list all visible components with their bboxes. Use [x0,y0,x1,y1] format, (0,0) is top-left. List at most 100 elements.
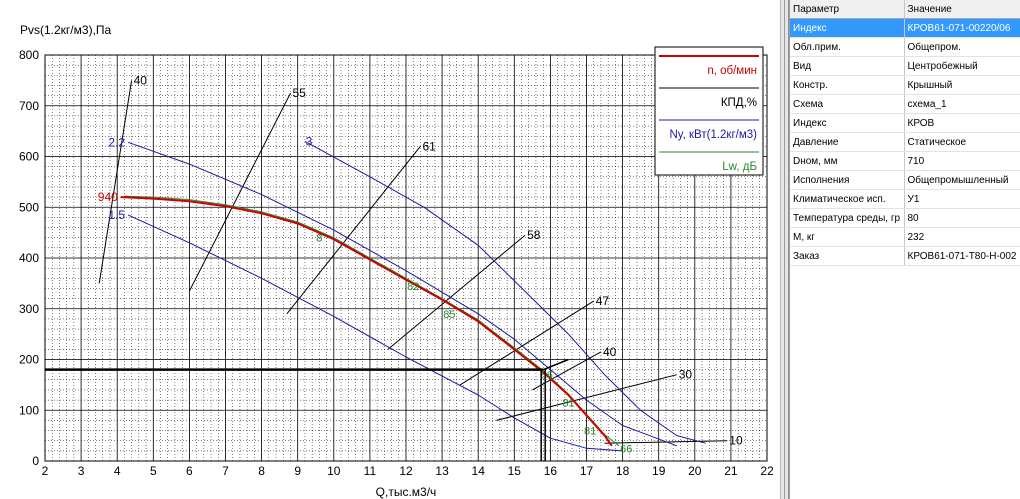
series-label: 3 [306,134,313,148]
series-line [127,141,677,447]
y-tick-label: 300 [19,302,39,316]
efficiency-mark: 66 [620,443,632,455]
x-tick-label: 3 [78,464,85,478]
x-tick-label: 2 [42,464,49,478]
property-value: Статическое [904,132,1020,152]
x-axis-label: Q,тыс.м3/ч [376,485,437,499]
series-line [286,145,421,315]
series-line [127,214,623,452]
properties-table: Параметр Значение Индекс КРОВ61-071-00220… [790,0,1020,266]
property-value: Центробежный [904,56,1020,76]
legend-entry: КПД,% [721,97,757,109]
property-row[interactable]: Заказ КРОВ61-071-Т80-Н-002 [790,246,1020,266]
panel-splitter[interactable] [780,0,789,499]
property-value: КРОВ [904,113,1020,133]
param-column-header[interactable]: Параметр [790,0,905,19]
property-row[interactable]: Исполнения Общепромышленный [790,170,1020,190]
property-name: Давление [790,132,905,152]
property-name: Исполнения [790,170,905,190]
property-name: Заказ [790,246,905,266]
property-name: Температура среды, гр [790,208,905,228]
efficiency-mark: 82 [407,281,419,293]
property-row[interactable]: Обл.прим. Общепром. [790,37,1020,57]
property-name: Схема [790,94,905,114]
x-tick-label: 15 [508,464,522,478]
series-label: 61 [422,139,436,153]
properties-header-row: Параметр Значение [790,0,1020,19]
x-tick-label: 11 [364,464,377,478]
series-label: 1.5 [108,208,125,222]
x-tick-label: 6 [186,464,193,478]
property-value: схема_1 [904,94,1020,114]
property-value: КРОВ61-071-Т80-Н-002 [904,246,1020,266]
x-tick-label: 20 [688,464,702,478]
y-tick-label: 100 [19,403,39,417]
plot-frame [44,54,768,462]
x-tick-label: 14 [472,464,486,478]
legend-entry: Lw, дБ [722,161,757,173]
series-line [98,80,133,284]
property-value: Общепром. [904,37,1020,57]
property-name: Климатическое исп. [790,189,905,209]
series-label: 40 [134,73,148,87]
property-row[interactable]: Температура среды, гр 80 [790,208,1020,228]
series-line [120,196,613,447]
x-tick-label: 18 [616,464,630,478]
legend-entry: n, об/мин [707,65,757,77]
property-name: Вид [790,56,905,76]
y-tick-label: 800 [19,48,39,62]
property-name: Dном, мм [790,151,905,171]
x-tick-label: 7 [222,464,229,478]
series-line [304,140,706,444]
property-value: КРОВ61-071-00220/06 [904,18,1020,38]
property-row[interactable]: Схема схема_1 [790,94,1020,114]
property-name: Обл.прим. [790,37,905,57]
series-label: 30 [679,368,693,382]
x-tick-label: 4 [114,464,121,478]
y-axis-label: Pvs(1.2кг/м3),Па [20,23,112,37]
x-tick-label: 12 [399,464,413,478]
property-row[interactable]: Вид Центробежный [790,56,1020,76]
property-value: 232 [904,227,1020,247]
series-label: 58 [527,228,541,242]
property-value: Крышный [904,75,1020,95]
splitter-grip [784,0,785,499]
property-name: Индекс [790,18,905,38]
legend-box [654,46,764,176]
series-label: 55 [292,86,306,100]
series-line [459,300,594,386]
efficiency-mark: 86 [541,370,553,382]
series-label: 47 [596,294,610,308]
legend-entry: Ny, кВт(1.2кг/м3) [669,129,757,141]
operating-point-tick [542,358,569,371]
y-tick-label: 200 [19,353,39,367]
property-name: Индекс [790,113,905,133]
series-label: 940 [98,190,118,204]
series-label: 2.2 [108,135,125,149]
y-tick-label: 700 [19,99,39,113]
property-row[interactable]: Индекс КРОВ [790,113,1020,133]
property-value: Общепромышленный [904,170,1020,190]
property-row[interactable]: M, кг 232 [790,227,1020,247]
property-value: У1 [904,189,1020,209]
y-tick-label: 500 [19,200,39,214]
value-column-header[interactable]: Значение [904,0,1020,19]
property-row[interactable]: Констр. Крышный [790,75,1020,95]
chart-canvas: 2 3 4 5 6 7 8 9 10 11 12 13 14 15 16 17 18 19 20 21 22 0 100 20… [19,23,774,499]
x-tick-label: 10 [327,464,341,478]
series-label: 40 [603,345,617,359]
y-tick-label: 600 [19,150,39,164]
efficiency-mark: 81 [562,398,574,410]
property-row[interactable]: Dном, мм 710 [790,151,1020,171]
property-name: M, кг [790,227,905,247]
x-tick-label: 17 [580,464,594,478]
property-row[interactable]: Индекс КРОВ61-071-00220/06 [790,18,1020,38]
efficiency-mark: 81 [584,426,596,438]
property-row[interactable]: Давление Статическое [790,132,1020,152]
property-row[interactable]: Климатическое исп. У1 [790,189,1020,209]
property-name: Констр. [790,75,905,95]
y-tick-label: 0 [32,454,39,468]
series-line [188,92,291,292]
property-value: 80 [904,208,1020,228]
fan-performance-chart: 2 3 4 5 6 7 8 9 10 11 12 13 14 15 16 17 18 19 20 21 22 0 100 20… [18,23,774,499]
